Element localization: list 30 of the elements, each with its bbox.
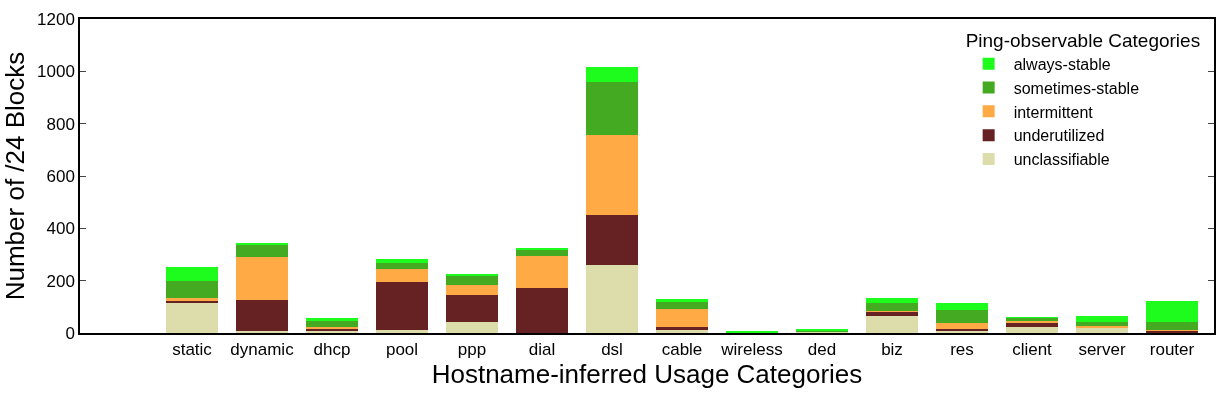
x-tick-label: biz bbox=[881, 340, 903, 360]
legend-label: underutilized bbox=[1013, 127, 1105, 145]
y-axis-title: Number of /24 Blocks bbox=[0, 51, 30, 301]
x-tick-label: dynamic bbox=[230, 340, 295, 360]
legend-title: Ping-observable Categories bbox=[965, 29, 1201, 51]
y-tick-label: 400 bbox=[46, 219, 75, 239]
x-tick-label: static bbox=[172, 340, 213, 360]
x-tick-label: router bbox=[1149, 340, 1195, 360]
x-tick-label: client bbox=[1012, 340, 1053, 360]
x-axis-title: Hostname-inferred Usage Categories bbox=[431, 359, 863, 390]
x-tick-label: dhcp bbox=[313, 340, 351, 360]
x-tick-label: server bbox=[1078, 340, 1126, 360]
x-tick-label: ded bbox=[807, 340, 837, 360]
legend-label: always-stable bbox=[1013, 55, 1111, 73]
y-tick-label: 200 bbox=[46, 271, 75, 291]
x-tick-label: pool bbox=[385, 340, 419, 360]
x-tick-label: wireless bbox=[720, 340, 783, 360]
y-tick-label: 800 bbox=[46, 114, 75, 134]
x-tick-label: ppp bbox=[457, 340, 487, 360]
x-tick-label: dsl bbox=[601, 340, 623, 360]
x-tick-label: cable bbox=[661, 340, 703, 360]
x-tick-label: dial bbox=[528, 340, 556, 360]
y-tick-label: 1000 bbox=[37, 62, 75, 82]
y-tick-label: 0 bbox=[65, 323, 75, 343]
y-tick-label: 1200 bbox=[37, 9, 75, 29]
y-tick-label: 600 bbox=[46, 166, 75, 186]
legend-label: intermittent bbox=[1013, 103, 1094, 121]
legend-label: unclassifiable bbox=[1013, 151, 1110, 169]
x-tick-label: res bbox=[950, 340, 974, 360]
legend-label: sometimes-stable bbox=[1013, 79, 1140, 97]
